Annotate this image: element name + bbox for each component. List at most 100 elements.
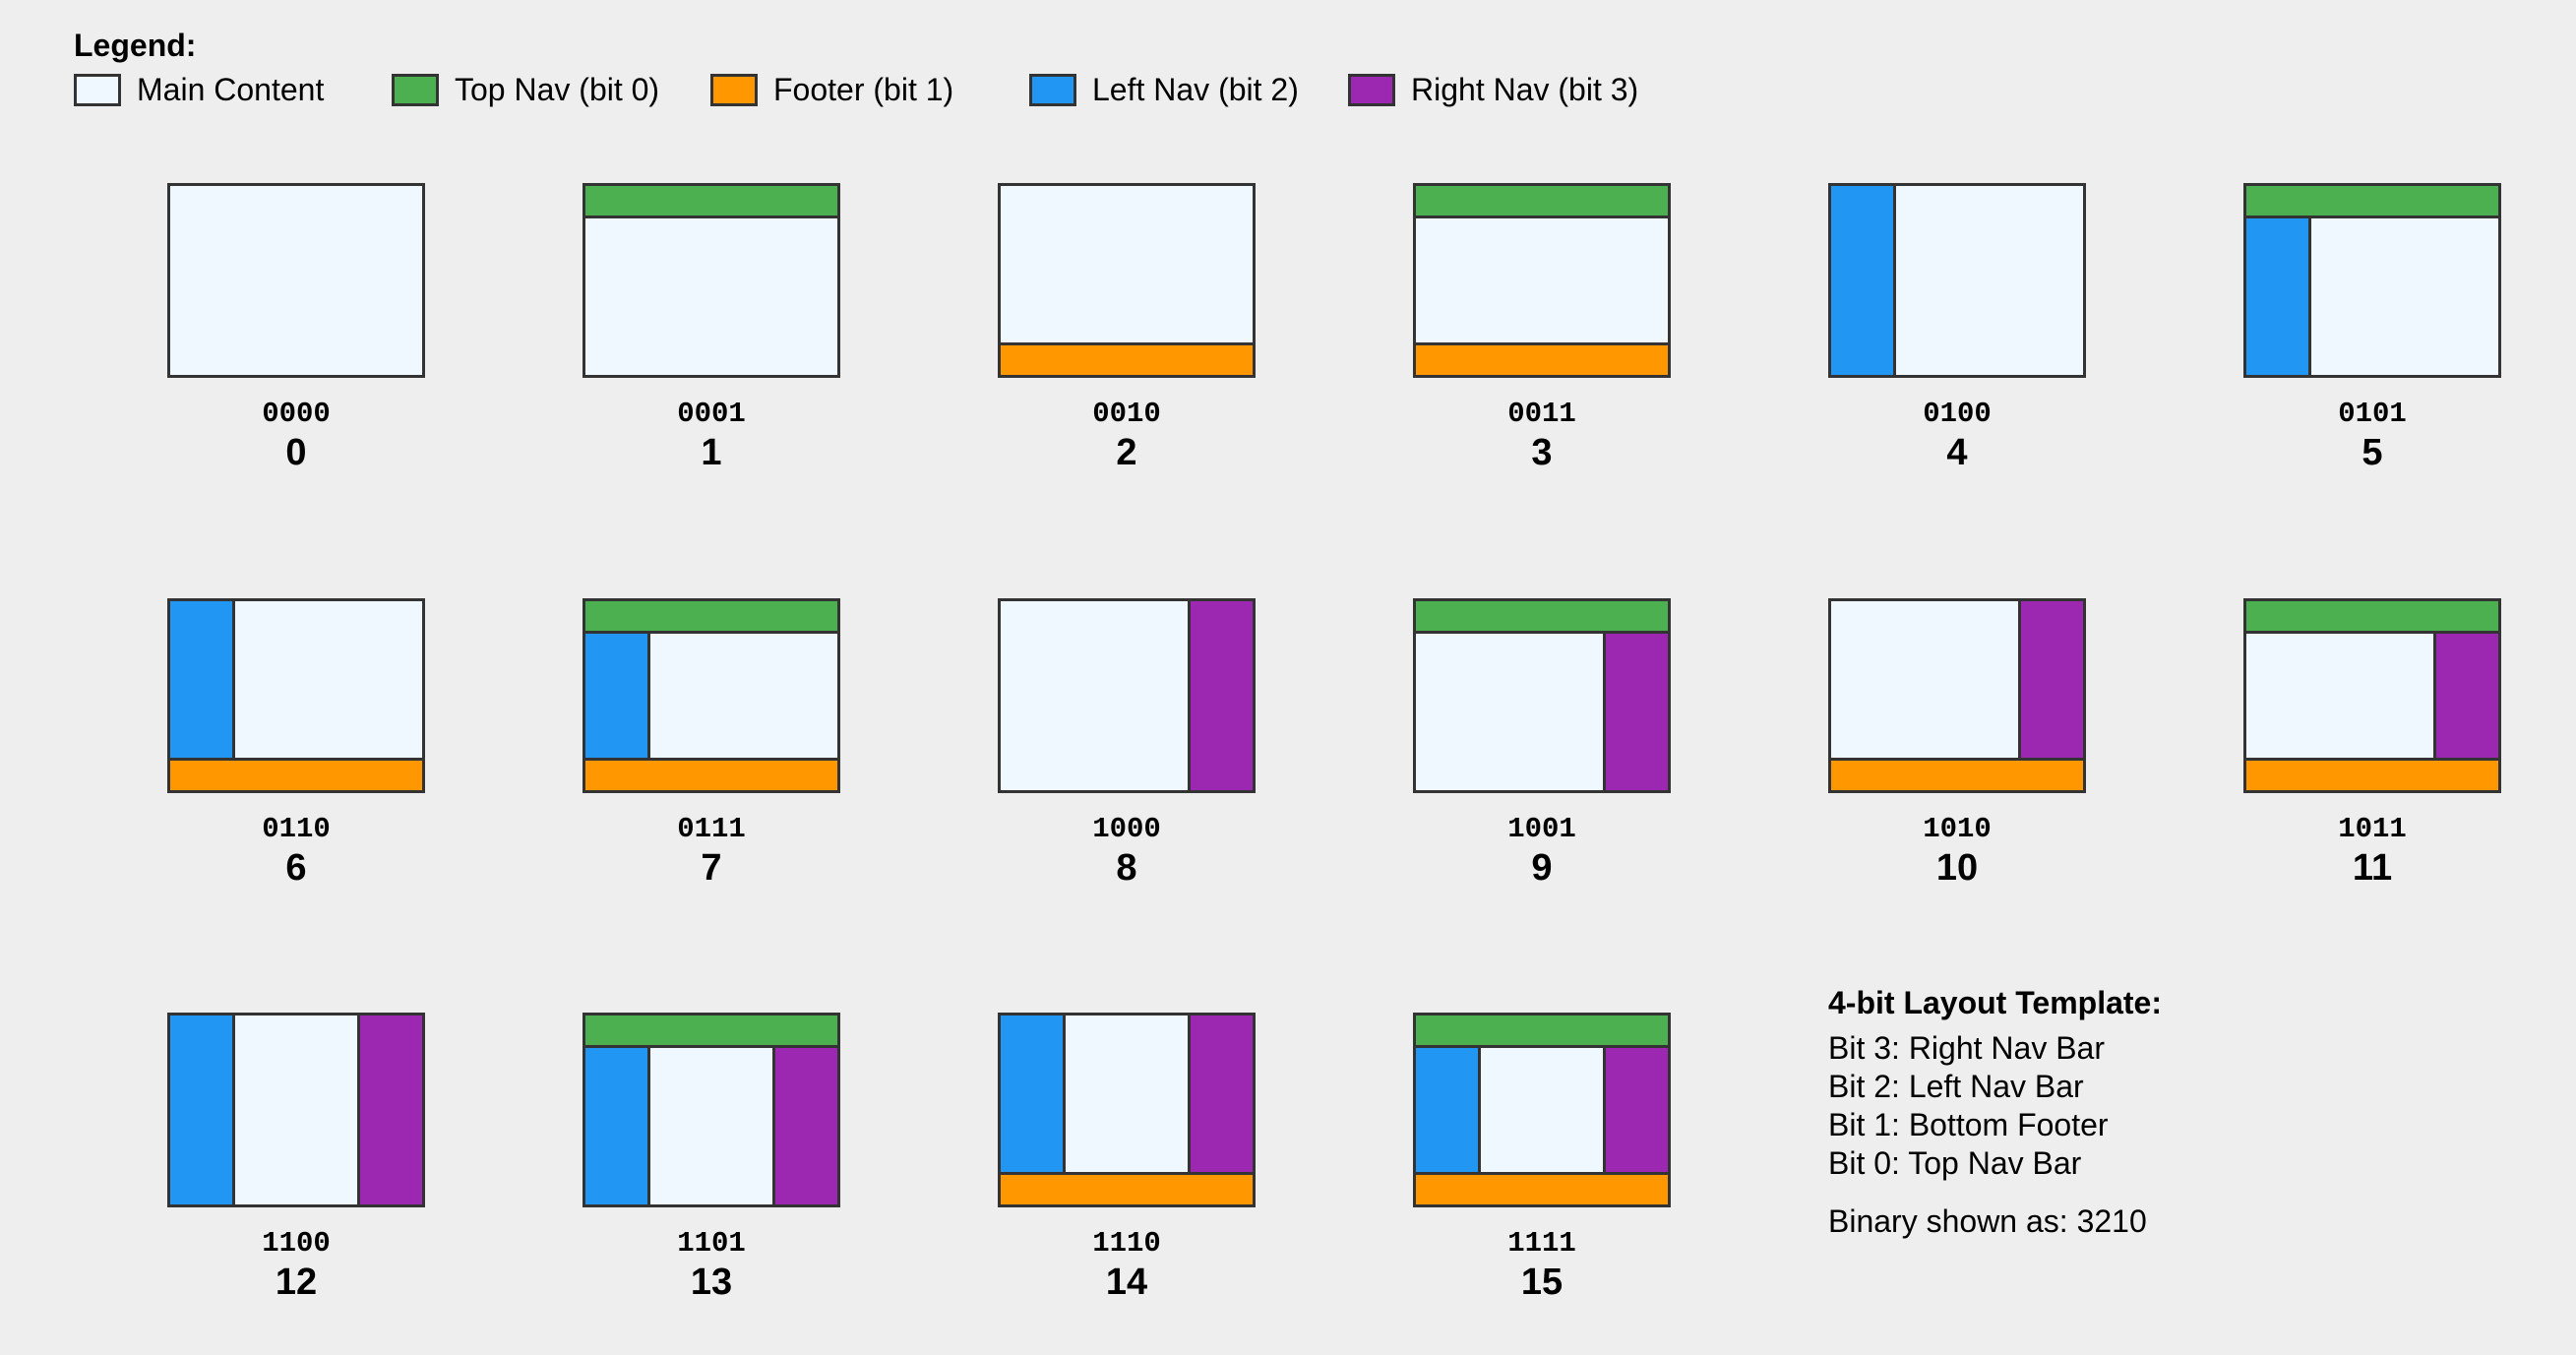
legend-swatch-left-nav	[1029, 73, 1076, 106]
layout-decimal-label: 13	[690, 1262, 733, 1303]
left-nav-region	[585, 634, 650, 758]
legend-label: Main Content	[137, 71, 325, 107]
left-nav-region	[1001, 1016, 1066, 1172]
layout-decimal-label: 2	[1116, 432, 1137, 473]
layout-binary-label: 0001	[677, 398, 746, 430]
legend-swatch-top-nav	[392, 73, 439, 106]
top-nav-region	[2246, 186, 2498, 218]
top-nav-region	[2246, 601, 2498, 634]
layout-thumbnail	[1413, 183, 1671, 378]
layout-thumbnail	[2243, 598, 2501, 793]
layout-decimal-label: 5	[2361, 432, 2383, 473]
footer-region	[1001, 1172, 1253, 1204]
footer-region	[1416, 342, 1668, 375]
right-nav-region	[772, 1048, 837, 1204]
legend-title: Legend:	[74, 28, 197, 63]
info-line-bit-3: Bit 3: Right Nav Bar	[1828, 1030, 2105, 1066]
footer-region	[1416, 1172, 1668, 1204]
layout-binary-label: 0111	[677, 813, 746, 845]
layout-thumbnail	[583, 1013, 840, 1207]
right-nav-region	[1603, 1048, 1668, 1172]
layout-thumbnail	[1828, 598, 2086, 793]
legend-item-left-nav: Left Nav (bit 2)	[1029, 71, 1299, 108]
info-line-bit-1: Bit 1: Bottom Footer	[1828, 1107, 2109, 1142]
layout-binary-label: 1111	[1507, 1227, 1576, 1260]
left-nav-region	[1416, 1048, 1481, 1172]
layout-thumbnail	[998, 598, 1256, 793]
top-nav-region	[1416, 1016, 1668, 1048]
layout-decimal-label: 3	[1531, 432, 1553, 473]
left-nav-region	[585, 1048, 650, 1204]
layout-decimal-label: 6	[285, 847, 307, 889]
layout-binary-label: 1010	[1923, 813, 1992, 845]
layout-decimal-label: 11	[2352, 847, 2393, 889]
legend-label: Right Nav (bit 3)	[1411, 71, 1639, 107]
layout-thumbnail	[998, 1013, 1256, 1207]
layout-decimal-label: 8	[1116, 847, 1137, 889]
legend-label: Left Nav (bit 2)	[1092, 71, 1299, 107]
layout-binary-label: 0011	[1507, 398, 1576, 430]
layout-decimal-label: 4	[1946, 432, 1968, 473]
layout-binary-label: 1011	[2338, 813, 2407, 845]
layout-decimal-label: 15	[1520, 1262, 1564, 1303]
layout-cell-14: 1110 14	[998, 1013, 1256, 1303]
legend-swatch-right-nav	[1348, 73, 1395, 106]
top-nav-region	[1416, 186, 1668, 218]
layout-cell-5: 0101 5	[2243, 183, 2501, 473]
layout-binary-label: 0101	[2338, 398, 2407, 430]
layout-binary-label: 1001	[1507, 813, 1576, 845]
layout-cell-10: 1010 10	[1828, 598, 2086, 889]
layout-cell-6: 0110 6	[167, 598, 425, 889]
layout-binary-label: 1101	[677, 1227, 746, 1260]
legend-item-main-content: Main Content	[74, 71, 324, 108]
layout-thumbnail	[998, 183, 1256, 378]
legend-item-footer: Footer (bit 1)	[710, 71, 953, 108]
layout-thumbnail	[1828, 183, 2086, 378]
footer-region	[1001, 342, 1253, 375]
right-nav-region	[2433, 634, 2498, 758]
left-nav-region	[1831, 186, 1896, 375]
layout-decimal-label: 7	[701, 847, 722, 889]
legend-item-right-nav: Right Nav (bit 3)	[1348, 71, 1638, 108]
layout-cell-2: 0010 2	[998, 183, 1256, 473]
legend-item-top-nav: Top Nav (bit 0)	[392, 71, 659, 108]
footer-region	[170, 758, 422, 790]
top-nav-region	[1416, 601, 1668, 634]
layout-thumbnail	[167, 183, 425, 378]
layout-cell-8: 1000 8	[998, 598, 1256, 889]
layout-thumbnail	[167, 598, 425, 793]
layout-decimal-label: 14	[1105, 1262, 1148, 1303]
layout-thumbnail	[1413, 598, 1671, 793]
right-nav-region	[1188, 601, 1253, 790]
layout-cell-13: 1101 13	[583, 1013, 840, 1303]
layout-cell-12: 1100 12	[167, 1013, 425, 1303]
right-nav-region	[357, 1016, 422, 1204]
left-nav-region	[170, 601, 235, 758]
left-nav-region	[170, 1016, 235, 1204]
layout-cell-4: 0100 4	[1828, 183, 2086, 473]
info-binary-note: Binary shown as: 3210	[1828, 1203, 2147, 1239]
layout-cell-7: 0111 7	[583, 598, 840, 889]
layout-decimal-label: 12	[275, 1262, 318, 1303]
layout-decimal-label: 0	[285, 432, 307, 473]
layout-cell-0: 0000 0	[167, 183, 425, 473]
right-nav-region	[1603, 634, 1668, 790]
info-line-bit-2: Bit 2: Left Nav Bar	[1828, 1069, 2084, 1104]
right-nav-region	[1188, 1016, 1253, 1172]
info-line-bit-0: Bit 0: Top Nav Bar	[1828, 1145, 2082, 1181]
layout-binary-label: 0100	[1923, 398, 1992, 430]
layout-thumbnail	[1413, 1013, 1671, 1207]
layout-thumbnail	[167, 1013, 425, 1207]
footer-region	[2246, 758, 2498, 790]
left-nav-region	[2246, 218, 2311, 375]
layout-thumbnail	[583, 183, 840, 378]
layout-binary-label: 1110	[1092, 1227, 1161, 1260]
layout-binary-label: 1000	[1092, 813, 1161, 845]
layout-cell-15: 1111 15	[1413, 1013, 1671, 1303]
layout-thumbnail	[2243, 183, 2501, 378]
footer-region	[585, 758, 837, 790]
layout-cell-9: 1001 9	[1413, 598, 1671, 889]
legend-label: Footer (bit 1)	[773, 71, 954, 107]
layout-thumbnail	[583, 598, 840, 793]
layout-decimal-label: 1	[701, 432, 722, 473]
